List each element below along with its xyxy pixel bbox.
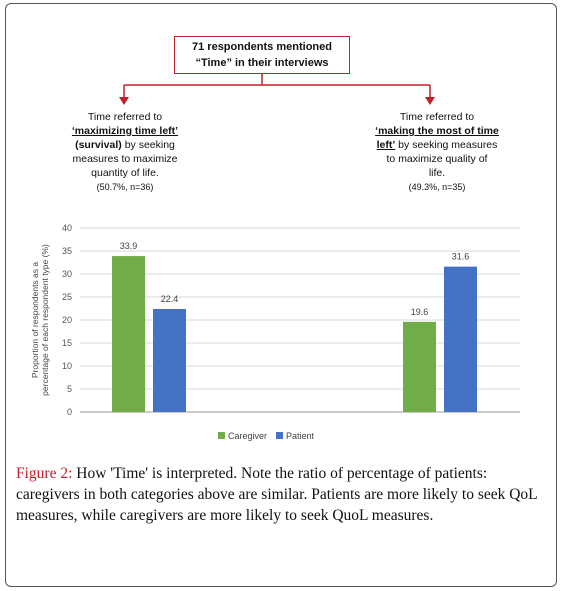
right-line-1: Time referred to <box>399 111 475 123</box>
legend-swatch-caregiver <box>218 432 225 439</box>
y-tick-label: 5 <box>67 384 72 394</box>
right-line-2: ‘making the most of time <box>375 125 499 137</box>
data-label: 19.6 <box>411 307 429 317</box>
legend-swatch-patient <box>276 432 283 439</box>
data-label: 33.9 <box>120 241 138 251</box>
y-tick-label: 35 <box>62 246 72 256</box>
y-tick-label: 15 <box>62 338 72 348</box>
left-line-5: quantity of life. <box>91 167 159 179</box>
left-line-3-rest: by seeking <box>121 139 175 151</box>
figure-caption: Figure 2: How 'Time' is interpreted. Not… <box>16 463 550 526</box>
bar-caregiver-2 <box>403 321 436 412</box>
root-line-1: 71 respondents mentioned <box>192 41 332 53</box>
bars-layer <box>112 256 477 412</box>
left-line-3-bold: (survival) <box>75 139 122 151</box>
bar-caregiver-1 <box>112 256 145 412</box>
y-tick-label: 0 <box>67 407 72 417</box>
root-line-2: “Time” in their interviews <box>195 57 329 69</box>
left-branch-node: Time referred to ‘maximizing time left’ … <box>44 110 206 194</box>
right-branch-node: Time referred to ‘making the most of tim… <box>356 110 518 194</box>
root-node: 71 respondents mentioned “Time” in their… <box>174 36 350 74</box>
left-line-4: measures to maximize <box>72 153 178 165</box>
legend-label-caregiver: Caregiver <box>228 431 267 441</box>
bar-patient-1 <box>153 308 186 412</box>
left-stat: (50.7%, n=36) <box>96 182 154 192</box>
right-line-3-rest: by seeking measures <box>395 139 498 151</box>
y-tick-label: 30 <box>62 269 72 279</box>
y-tick-label: 25 <box>62 292 72 302</box>
right-line-5: life. <box>428 167 446 179</box>
caption-text: How 'Time' is interpreted. Note the rati… <box>16 465 538 524</box>
legend: Caregiver Patient <box>218 431 315 441</box>
left-line-1: Time referred to <box>87 111 163 123</box>
left-line-2: ‘maximizing time left’ <box>71 125 179 137</box>
caption-label: Figure 2: <box>16 465 73 482</box>
right-line-4: to maximize quality of <box>386 153 488 165</box>
data-label: 31.6 <box>452 252 470 262</box>
bar-patient-2 <box>444 266 477 412</box>
y-tick-label: 10 <box>62 361 72 371</box>
arrowhead-right <box>425 97 435 105</box>
right-line-3-bold: left’ <box>376 139 396 151</box>
data-label: 22.4 <box>161 294 179 304</box>
bar-chart: 0 5 10 15 20 25 30 35 40 33.9 22.4 19.6 31.6 Proport… <box>30 223 520 441</box>
right-stat: (49.3%, n=35) <box>408 182 466 192</box>
flow-connectors <box>119 74 435 105</box>
y-axis-title-line-2: percentage of each respondent type (%) <box>40 244 50 396</box>
y-axis-title-line-1: Proportion of respondents as a <box>30 262 40 379</box>
legend-label-patient: Patient <box>286 431 315 441</box>
labels-layer: 0 5 10 15 20 25 30 35 40 33.9 22.4 19.6 31.6 <box>62 223 469 417</box>
y-tick-label: 20 <box>62 315 72 325</box>
arrowhead-left <box>119 97 129 105</box>
y-tick-label: 40 <box>62 223 72 233</box>
